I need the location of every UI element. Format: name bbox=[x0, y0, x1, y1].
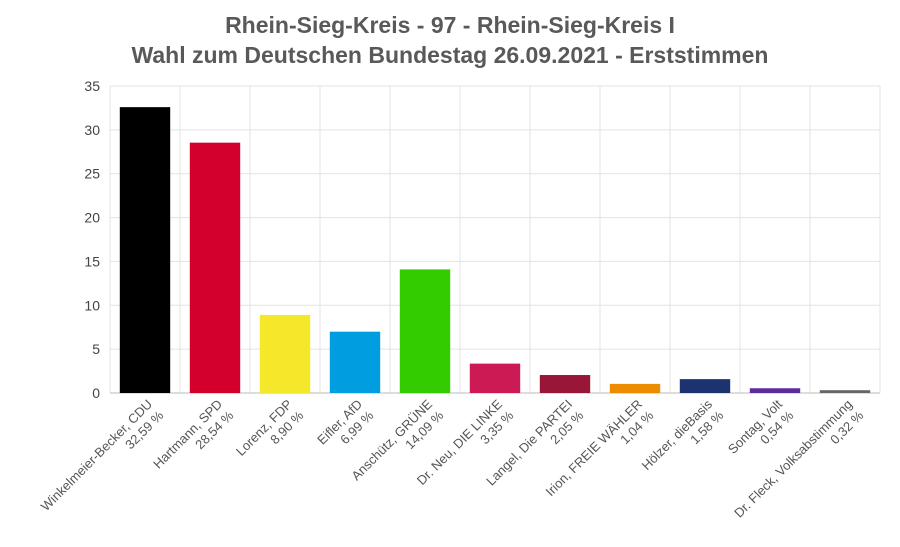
y-tick-label: 20 bbox=[84, 210, 100, 226]
bar bbox=[329, 331, 381, 393]
bar bbox=[679, 379, 731, 393]
bar bbox=[259, 314, 311, 393]
y-tick-label: 35 bbox=[84, 78, 100, 94]
y-tick-label: 10 bbox=[84, 297, 100, 313]
candidate-label: Winkelmeier-Becker, CDU bbox=[38, 397, 155, 514]
y-tick-label: 25 bbox=[84, 166, 100, 182]
x-tick-label: Lorenz, FDP8,90 % bbox=[233, 396, 307, 470]
bar bbox=[119, 107, 171, 393]
bar bbox=[189, 142, 241, 393]
bar bbox=[539, 375, 591, 393]
chart-subtitle: Wahl zum Deutschen Bundestag 26.09.2021 … bbox=[131, 42, 769, 68]
y-tick-label: 30 bbox=[84, 122, 100, 138]
bar bbox=[609, 383, 661, 393]
y-tick-label: 5 bbox=[92, 341, 100, 357]
bar bbox=[399, 269, 451, 393]
bar bbox=[819, 390, 871, 393]
y-tick-label: 0 bbox=[92, 385, 100, 401]
x-tick-label: Hartmann, SPD28,54 % bbox=[150, 396, 237, 483]
bar bbox=[469, 363, 521, 393]
x-tick-label: Hölzer, dieBasis1,58 % bbox=[639, 396, 727, 484]
y-tick-label: 15 bbox=[84, 253, 100, 269]
chart-title: Rhein-Sieg-Kreis - 97 - Rhein-Sieg-Kreis… bbox=[225, 12, 675, 38]
x-tick-label: Dr. Fleck, Volksabstimmung0,32 % bbox=[731, 396, 867, 532]
x-tick-label: Eifler, AfD6,99 % bbox=[314, 396, 377, 459]
bar bbox=[749, 388, 801, 393]
x-tick-label: Winkelmeier-Becker, CDU32,59 % bbox=[38, 396, 167, 525]
